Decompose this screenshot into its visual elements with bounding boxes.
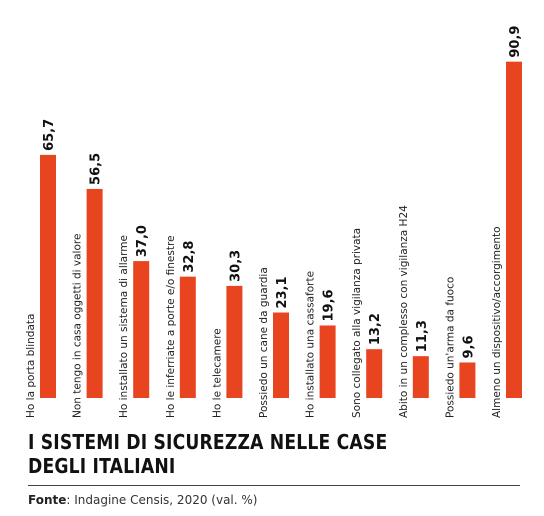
category-label: Ho installato una cassaforte	[305, 271, 317, 418]
bar	[40, 154, 56, 398]
divider	[28, 485, 520, 486]
category-label: Ho la porta blindata	[25, 314, 37, 418]
bar	[226, 285, 243, 398]
bar	[366, 349, 383, 398]
data-label: 23,1	[275, 276, 290, 308]
bar-chart: 65,7 Ho la porta blindata 56,5 Non tengo in…	[25, 26, 523, 418]
category-label: Sono collegato alla vigilanza privata	[351, 228, 363, 418]
source-text: : Indagine Censis, 2020 (val. %)	[66, 493, 258, 507]
bar	[459, 362, 476, 398]
data-label: 13,2	[368, 313, 383, 345]
category-label: Abito in un complesso con vigilanza H24	[398, 205, 410, 418]
bar	[412, 356, 429, 398]
data-label: 37,0	[135, 225, 150, 257]
data-label: 19,6	[322, 289, 337, 321]
category-label: Ho le telecamere	[211, 328, 223, 418]
data-label: 11,3	[415, 320, 430, 352]
category-label: Ho installato un sistema di allarme	[118, 235, 130, 418]
data-label: 90,9	[508, 26, 523, 58]
data-label: 9,6	[461, 335, 476, 358]
bar	[319, 325, 336, 398]
chart-title-line-2: degli italiani	[28, 454, 176, 478]
chart-title-line-1: I sistemi di sicurezza nelle case	[28, 430, 388, 454]
bar	[273, 312, 289, 398]
category-label: Possiedo un'arma da fuoco	[444, 277, 456, 418]
data-label: 65,7	[42, 119, 57, 151]
source-label: Fonte	[28, 493, 67, 507]
bar	[506, 61, 522, 399]
bar	[133, 261, 150, 398]
bar	[179, 276, 196, 398]
category-label: Possiedo un cane da guardia	[258, 267, 270, 418]
source-note: Fonte: Indagine Censis, 2020 (val. %)	[28, 493, 257, 507]
data-label: 56,5	[89, 153, 104, 185]
category-label: Ho le inferriate a porte e/o finestre	[165, 235, 177, 418]
category-label: Almeno un dispositivo/accorgimento	[491, 226, 503, 418]
chart-title: I sistemi di sicurezza nelle case degli …	[28, 430, 387, 478]
bar	[86, 188, 103, 398]
category-label: Non tengo in casa oggetti di valore	[72, 234, 84, 418]
data-label: 32,8	[182, 241, 197, 273]
data-label: 30,3	[228, 250, 243, 282]
